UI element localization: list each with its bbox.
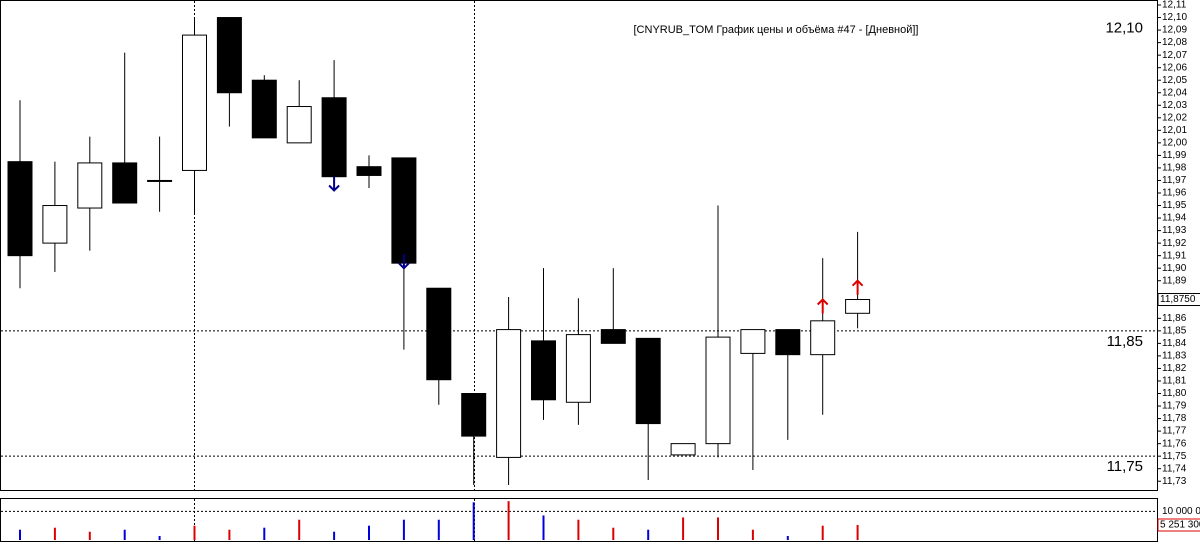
y-tick-label: 12,05	[1162, 75, 1187, 86]
y-tick-label: 11,91	[1162, 250, 1187, 261]
candle-body	[775, 329, 801, 356]
candle-body	[705, 336, 731, 445]
y-tick-label: 12,04	[1162, 87, 1187, 98]
y-tick-label: 11,81	[1162, 376, 1187, 387]
y-tick-label: 12,02	[1162, 112, 1187, 123]
y-tick-label: 11,97	[1162, 175, 1187, 186]
level-label: 11,85	[1107, 333, 1143, 350]
candle-body	[635, 337, 661, 425]
y-tick-label: 12,11	[1162, 0, 1187, 11]
y-tick-label: 12,00	[1162, 138, 1187, 149]
candle-body	[356, 166, 382, 176]
y-tick-label: 11,75	[1162, 451, 1187, 462]
candle-body	[565, 334, 591, 403]
y-tick-label: 11,82	[1162, 363, 1187, 374]
y-tick-label: 12,07	[1162, 50, 1187, 61]
y-tick-label: 11,96	[1162, 188, 1187, 199]
candle-body	[461, 393, 487, 437]
y-tick-label: 11,83	[1162, 351, 1187, 362]
volume-last-label: 5 251 300	[1160, 520, 1200, 531]
candle-body	[496, 329, 522, 458]
candle-body	[112, 162, 138, 204]
y-tick-label: 11,95	[1162, 200, 1187, 211]
candle-body	[391, 157, 417, 264]
y-tick-label: 11,73	[1162, 476, 1187, 487]
y-tick-label: 12,09	[1162, 25, 1187, 36]
y-tick-label: 12,10	[1162, 12, 1187, 23]
signal-arrow	[816, 298, 829, 314]
y-tick-label: 11,86	[1162, 313, 1187, 324]
signal-arrow	[851, 279, 864, 295]
y-tick-label: 11,74	[1162, 463, 1187, 474]
last-price-tag	[1157, 293, 1200, 307]
candle-body	[670, 443, 696, 456]
candle-body	[42, 205, 68, 244]
y-tick-label: 12,08	[1162, 37, 1187, 48]
volume-last-tag	[1157, 518, 1200, 532]
y-tick-label: 11,93	[1162, 225, 1187, 236]
volume-tick-label: 10 000 000	[1162, 506, 1200, 517]
candle-body	[147, 179, 173, 182]
y-tick-label: 12,01	[1162, 125, 1187, 136]
candle-body	[77, 162, 103, 209]
y-tick-label: 11,77	[1162, 426, 1187, 437]
price-panel	[0, 0, 1158, 491]
y-tick-label: 11,76	[1162, 438, 1187, 449]
candle-body	[286, 106, 312, 144]
candle-body	[531, 340, 556, 401]
y-tick-label: 11,98	[1162, 163, 1187, 174]
last-price-label: 11,8750	[1160, 294, 1196, 305]
y-tick-label: 11,79	[1162, 401, 1187, 412]
y-tick-label: 11,92	[1162, 238, 1187, 249]
signal-arrow	[398, 254, 410, 270]
candle-body	[740, 329, 766, 354]
y-tick-label: 12,06	[1162, 62, 1187, 73]
y-tick-label: 11,85	[1162, 325, 1187, 336]
y-tick-label: 12,03	[1162, 100, 1187, 111]
y-tick-label: 11,84	[1162, 338, 1187, 349]
candle-body	[321, 97, 347, 178]
y-tick-label: 11,90	[1162, 263, 1187, 274]
signal-arrow	[328, 176, 340, 192]
candle-body	[845, 299, 871, 314]
chart-title: [CNYRUB_TOM График цены и объёма #47 - […	[634, 24, 919, 36]
candle-body	[7, 161, 33, 257]
y-tick-label: 11,99	[1162, 150, 1187, 161]
level-label: 12,10	[1105, 20, 1143, 37]
candle-body	[216, 17, 242, 94]
y-tick-label: 11,80	[1162, 388, 1187, 399]
candle-body	[251, 79, 277, 139]
y-tick-label: 11,78	[1162, 413, 1187, 424]
candle-body	[810, 320, 836, 356]
y-tick-label: 11,94	[1162, 213, 1187, 224]
level-label: 11,75	[1107, 458, 1143, 475]
candle-body	[182, 34, 207, 171]
candle-body	[426, 287, 452, 381]
candle-body	[600, 329, 626, 344]
y-tick-label: 11,89	[1162, 275, 1187, 286]
